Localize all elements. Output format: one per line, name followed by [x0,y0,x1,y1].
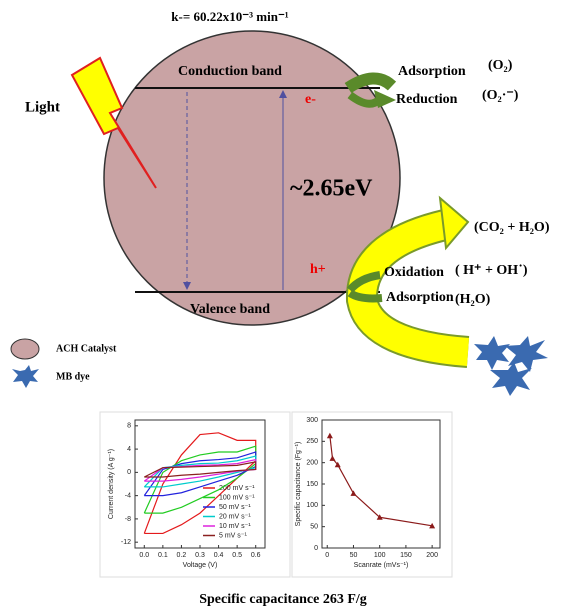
y-tick-label: -8 [125,516,131,523]
conduction-band-label: Conduction band [178,64,282,79]
hole: h+ [310,262,326,277]
diagram: k-= 60.22x10⁻³ min⁻¹ Conduction band Val… [0,0,567,612]
valence-band-label: Valence band [190,302,270,317]
y-tick-label: 8 [127,423,131,430]
adsorption-arrow [348,78,392,88]
y-tick-label: 150 [306,481,318,488]
o2: (O₂) [488,58,513,73]
x-tick-label: 150 [400,552,412,559]
x-tick-label: 0 [325,552,329,559]
x-tick-label: 0.0 [139,552,149,559]
y-tick-label: 50 [310,524,318,531]
legend-label: 50 mV s⁻¹ [219,504,251,511]
y-tick-label: 0 [314,545,318,552]
light-label: Light [25,99,60,115]
y-tick-label: 0 [127,469,131,476]
y-axis-label: Specific capacitance (Fg⁻¹) [295,442,302,527]
legend-dye-icon [12,365,39,388]
legend-dye: MB dye [56,371,90,382]
superoxide: (O₂·⁻) [482,88,519,103]
y-tick-label: -4 [125,492,131,499]
dye [474,336,510,370]
y-tick-label: 100 [306,502,318,509]
legend-label: 20 mV s⁻¹ [219,513,251,520]
x-tick-label: 100 [374,552,386,559]
y-tick-label: 300 [306,417,318,424]
x-tick-label: 0.4 [214,552,224,559]
x-tick-label: 200 [426,552,438,559]
rate-constant: k-= 60.22x10⁻³ min⁻¹ [171,9,289,24]
legend-label: 100 mV s⁻¹ [219,494,255,501]
legend-label: 5 mV s⁻¹ [219,532,247,539]
x-tick-label: 0.5 [232,552,242,559]
dye [490,362,532,396]
y-tick-label: -12 [121,539,131,546]
h2o: (H₂O) [455,292,491,307]
x-tick-label: 0.3 [195,552,205,559]
products: (CO₂ + H₂O) [474,220,550,235]
legend-catalyst-icon [11,339,39,359]
x-tick-label: 0.1 [158,552,168,559]
reduction: Reduction [396,92,458,107]
x-tick-label: 0.2 [177,552,187,559]
caption: Specific capacitance 263 F/g [199,592,367,607]
x-tick-label: 50 [350,552,358,559]
x-axis-label: Scanrate (mVs⁻¹) [354,562,409,569]
oxidation: Oxidation [384,265,444,280]
arrow-head [440,198,468,248]
adsorption-h2o: Adsorption [386,290,454,305]
dye-molecules [474,336,548,396]
radicals: ( H⁺ + OH˙) [455,263,528,278]
band-gap: ~2.65eV [290,176,373,202]
y-tick-label: 200 [306,460,318,467]
y-tick-label: 250 [306,438,318,445]
legend-catalyst: ACH Catalyst [56,343,117,354]
x-tick-label: 0.6 [251,552,261,559]
x-axis-label: Voltage (V) [183,562,218,569]
adsorption-o2: Adsorption [398,64,466,79]
legend-label: 10 mV s⁻¹ [219,523,251,530]
y-tick-label: 4 [127,446,131,453]
electron: e- [305,92,316,107]
y-axis-label: Current density (A g⁻¹) [108,449,115,519]
